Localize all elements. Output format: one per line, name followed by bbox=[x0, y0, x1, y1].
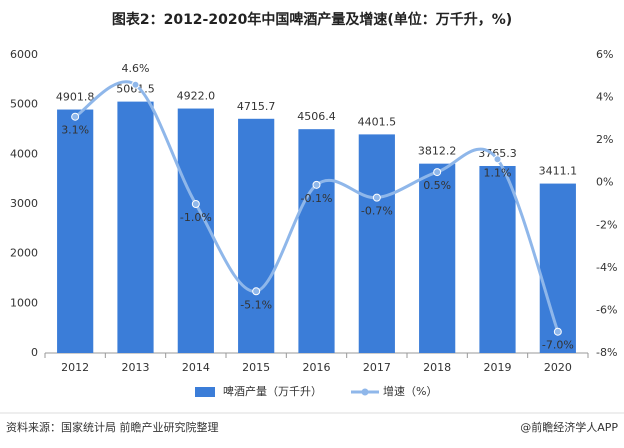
y2-tick-label: 6% bbox=[596, 48, 613, 61]
line-point bbox=[553, 327, 562, 336]
x-tick-label: 2016 bbox=[303, 361, 331, 374]
y2-tick-label: -6% bbox=[596, 303, 617, 316]
line-point bbox=[433, 168, 442, 177]
line-value-label: 1.1% bbox=[484, 166, 512, 179]
line-value-label: -7.0% bbox=[542, 339, 574, 352]
y-tick-label: 4000 bbox=[10, 147, 38, 160]
line-value-label: -0.1% bbox=[301, 192, 333, 205]
line-point bbox=[493, 155, 502, 164]
bar bbox=[479, 165, 516, 353]
bar-value-label: 4922.0 bbox=[177, 90, 216, 103]
legend-label: 增速（%） bbox=[383, 384, 437, 398]
line-value-label: 3.1% bbox=[61, 124, 89, 137]
bar-value-label: 4401.5 bbox=[358, 115, 397, 128]
bar bbox=[298, 129, 335, 353]
y2-tick-label: 0% bbox=[596, 176, 613, 189]
bar bbox=[117, 101, 154, 353]
bar bbox=[539, 183, 576, 353]
bar-value-label: 5061.5 bbox=[116, 83, 155, 96]
x-tick-label: 2013 bbox=[122, 361, 150, 374]
bar-value-label: 4901.8 bbox=[56, 91, 95, 104]
bar-value-label: 3812.2 bbox=[418, 145, 457, 158]
line-value-label: -5.1% bbox=[240, 298, 272, 311]
x-tick-label: 2017 bbox=[363, 361, 391, 374]
y2-tick-label: -2% bbox=[596, 218, 617, 231]
credit: @前瞻经济学人APP bbox=[520, 420, 618, 434]
y-tick-label: 3000 bbox=[10, 197, 38, 210]
y-tick-label: 6000 bbox=[10, 48, 38, 61]
x-tick-label: 2018 bbox=[423, 361, 451, 374]
y-tick-label: 1000 bbox=[10, 296, 38, 309]
x-tick-label: 2019 bbox=[484, 361, 512, 374]
y2-tick-label: 4% bbox=[596, 91, 613, 104]
line-point bbox=[312, 180, 321, 189]
legend-swatch bbox=[195, 387, 215, 397]
line-value-label: 0.5% bbox=[423, 179, 451, 192]
x-tick-label: 2020 bbox=[544, 361, 572, 374]
legend-swatch bbox=[361, 388, 369, 396]
y-tick-label: 0 bbox=[31, 346, 38, 359]
y2-tick-label: 2% bbox=[596, 133, 613, 146]
y2-tick-label: -8% bbox=[596, 346, 617, 359]
bar-value-label: 3411.1 bbox=[539, 165, 578, 178]
line-value-label: -1.0% bbox=[180, 211, 212, 224]
bar bbox=[57, 109, 94, 353]
line-point bbox=[131, 80, 140, 89]
line-point bbox=[191, 200, 200, 208]
x-tick-label: 2012 bbox=[61, 361, 89, 374]
bar bbox=[177, 108, 214, 353]
bar-value-label: 4715.7 bbox=[237, 100, 276, 113]
line-value-label: -0.7% bbox=[361, 205, 393, 218]
y2-tick-label: -4% bbox=[596, 261, 617, 274]
bar-value-label: 4506.4 bbox=[297, 110, 336, 123]
y-tick-label: 5000 bbox=[10, 98, 38, 111]
bar bbox=[358, 134, 395, 353]
bar bbox=[238, 118, 275, 354]
legend-label: 啤酒产量（万千升） bbox=[223, 384, 322, 398]
line-point bbox=[252, 287, 261, 296]
x-tick-label: 2014 bbox=[182, 361, 210, 374]
source: 资料来源：国家统计局 前瞻产业研究院整理 bbox=[6, 420, 219, 434]
line-value-label: 4.6% bbox=[122, 62, 150, 75]
line-point bbox=[372, 193, 381, 202]
y-tick-label: 2000 bbox=[10, 247, 38, 260]
x-tick-label: 2015 bbox=[242, 361, 270, 374]
line-point bbox=[71, 112, 80, 121]
chart-title: 图表2：2012-2020年中国啤酒产量及增速(单位：万千升，%) bbox=[112, 11, 512, 28]
bar bbox=[419, 163, 456, 353]
